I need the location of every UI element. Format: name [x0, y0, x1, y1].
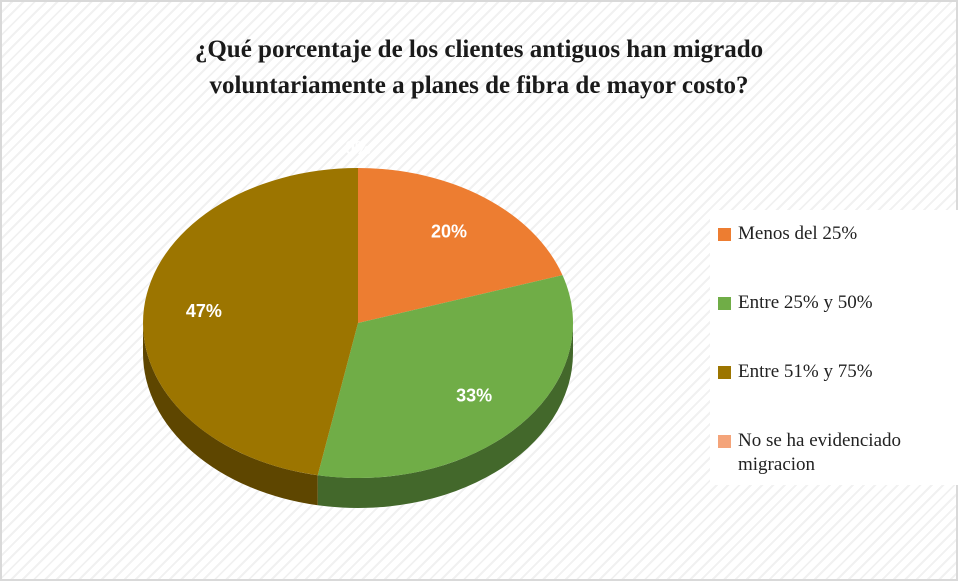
data-label: 20%: [431, 221, 467, 241]
legend-label: Entre 25% y 50%: [738, 292, 873, 313]
chart-title: voluntariamente a planes de fibra de may…: [209, 72, 749, 99]
data-label: 47%: [186, 301, 222, 321]
legend-entry: No se ha evidenciado migracion: [718, 429, 953, 477]
legend: Menos del 25% Entre 25% y 50% Entre 51% y …: [710, 210, 958, 485]
legend-label: Menos del 25%: [738, 223, 858, 244]
legend-label: Entre 51% y 75%: [738, 361, 873, 382]
chart-title: ¿Qué porcentaje de los clientes antiguos…: [194, 36, 764, 63]
data-label: 0%: [345, 138, 371, 158]
legend-entry: Entre 25% y 50%: [718, 291, 953, 315]
data-label: 33%: [456, 386, 492, 406]
legend-label: No se ha evidenciado migracion: [738, 430, 902, 475]
pie-slice: [143, 168, 358, 476]
pie-slice: [358, 168, 563, 323]
legend-swatch: [718, 435, 731, 448]
pie-side: [143, 323, 318, 506]
legend-swatch: [718, 297, 731, 310]
legend-entry: Entre 51% y 75%: [718, 360, 953, 384]
pie-slice: [317, 275, 573, 478]
pie-side: [317, 323, 573, 508]
legend-swatch: [718, 366, 731, 379]
legend-entry: Menos del 25%: [718, 222, 953, 246]
legend-swatch: [718, 228, 731, 241]
